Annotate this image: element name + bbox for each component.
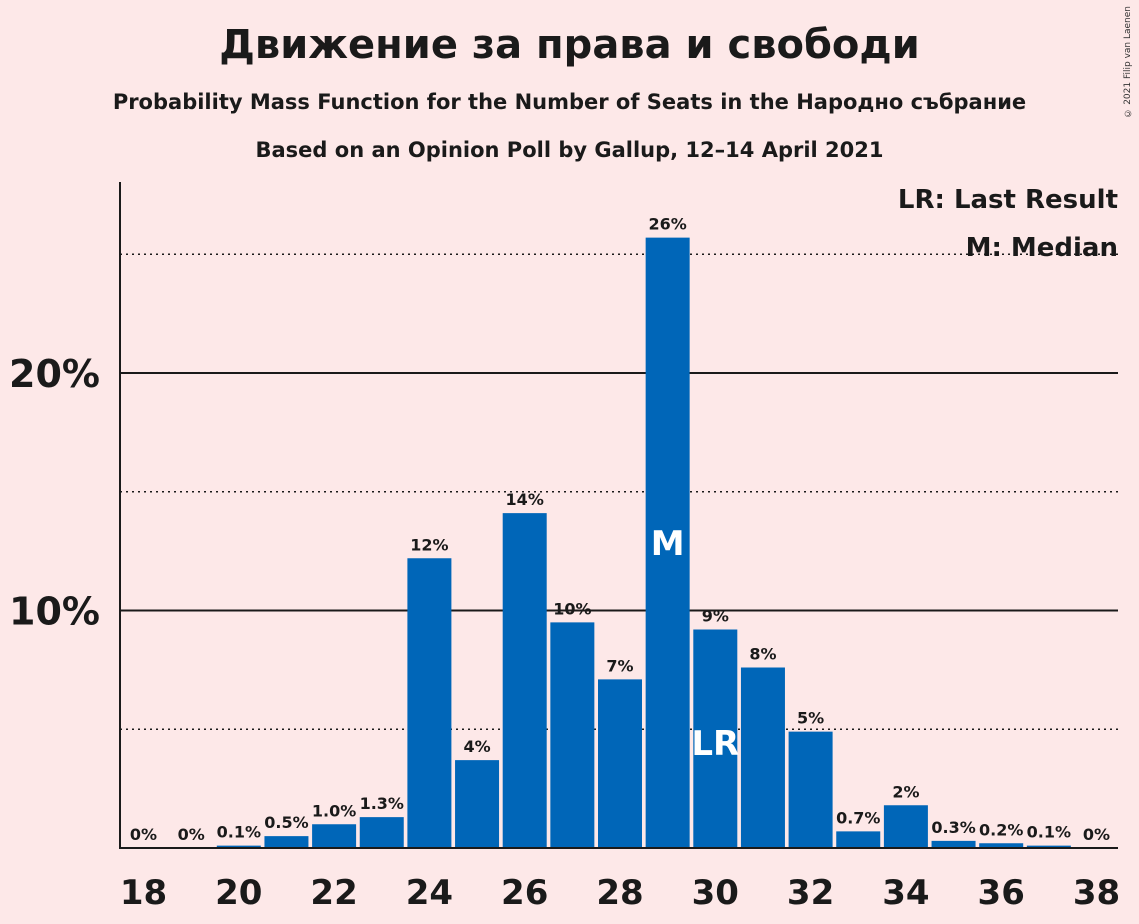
bar-31 xyxy=(740,667,785,848)
bar-29 xyxy=(645,237,690,848)
x-tick-label: 26 xyxy=(501,873,548,913)
y-tick-label: 10% xyxy=(9,590,100,634)
value-label-31: 8% xyxy=(749,645,776,664)
x-tick-label: 32 xyxy=(787,873,834,913)
chart-subtitle: Probability Mass Function for the Number… xyxy=(112,90,1027,114)
bar-20 xyxy=(216,845,261,848)
bar-34 xyxy=(883,805,928,848)
x-tick-label: 20 xyxy=(215,873,262,913)
value-label-19: 0% xyxy=(178,825,205,844)
value-label-35: 0.3% xyxy=(931,818,975,837)
chart-source-subtitle: Based on an Opinion Poll by Gallup, 12–1… xyxy=(255,138,884,162)
last-result-marker: LR xyxy=(691,724,739,764)
bar-30 xyxy=(693,629,738,848)
median-marker: M xyxy=(651,524,685,564)
marker-labels: M LR xyxy=(651,524,740,764)
bar-21 xyxy=(264,836,309,848)
value-label-18: 0% xyxy=(130,825,157,844)
x-tick-label: 18 xyxy=(120,873,167,913)
axes: 10% 20% 18 20 22 24 26 28 30 32 34 36 38 xyxy=(9,182,1120,913)
bar-22 xyxy=(312,824,357,848)
value-label-34: 2% xyxy=(892,782,919,801)
value-label-22: 1.0% xyxy=(312,801,356,820)
bars xyxy=(216,237,1071,848)
bar-33 xyxy=(836,831,881,848)
x-tick-label: 22 xyxy=(310,873,357,913)
bar-28 xyxy=(598,679,642,848)
y-tick-label: 20% xyxy=(9,352,100,396)
value-label-30: 9% xyxy=(702,607,729,626)
value-label-37: 0.1% xyxy=(1027,823,1071,842)
value-label-27: 10% xyxy=(553,599,591,618)
bar-36 xyxy=(979,843,1024,848)
bar-27 xyxy=(550,622,595,848)
x-tick-label: 38 xyxy=(1073,873,1120,913)
value-label-20: 0.1% xyxy=(217,823,261,842)
bar-26 xyxy=(502,513,547,848)
value-label-26: 14% xyxy=(506,490,544,509)
bar-37 xyxy=(1026,845,1071,848)
value-label-38: 0% xyxy=(1083,825,1110,844)
value-label-25: 4% xyxy=(463,737,490,756)
x-tick-label: 36 xyxy=(978,873,1025,913)
legend-last-result: LR: Last Result xyxy=(898,185,1118,215)
legend-median: M: Median xyxy=(966,233,1118,263)
value-label-24: 12% xyxy=(410,535,448,554)
bar-23 xyxy=(359,817,404,848)
value-label-28: 7% xyxy=(606,656,633,675)
bar-32 xyxy=(788,731,833,848)
value-labels: 0% 0% 0.1% 0.5%1.0% 1.3%12%4%14%10%7%26%9%8%… xyxy=(130,215,1110,844)
x-tick-label: 30 xyxy=(692,873,739,913)
value-label-29: 26% xyxy=(649,215,687,234)
value-label-36: 0.2% xyxy=(979,820,1023,839)
value-label-33: 0.7% xyxy=(836,808,880,827)
chart-title: Движение за права и свободи xyxy=(219,22,920,68)
bar-35 xyxy=(931,840,976,848)
x-tick-label: 34 xyxy=(882,873,929,913)
value-label-21: 0.5% xyxy=(264,813,308,832)
x-tick-label: 28 xyxy=(596,873,643,913)
x-tick-label: 24 xyxy=(406,873,453,913)
value-label-32: 5% xyxy=(797,709,824,728)
bar-25 xyxy=(455,760,500,848)
bar-24 xyxy=(407,558,452,848)
value-label-23: 1.3% xyxy=(360,794,404,813)
